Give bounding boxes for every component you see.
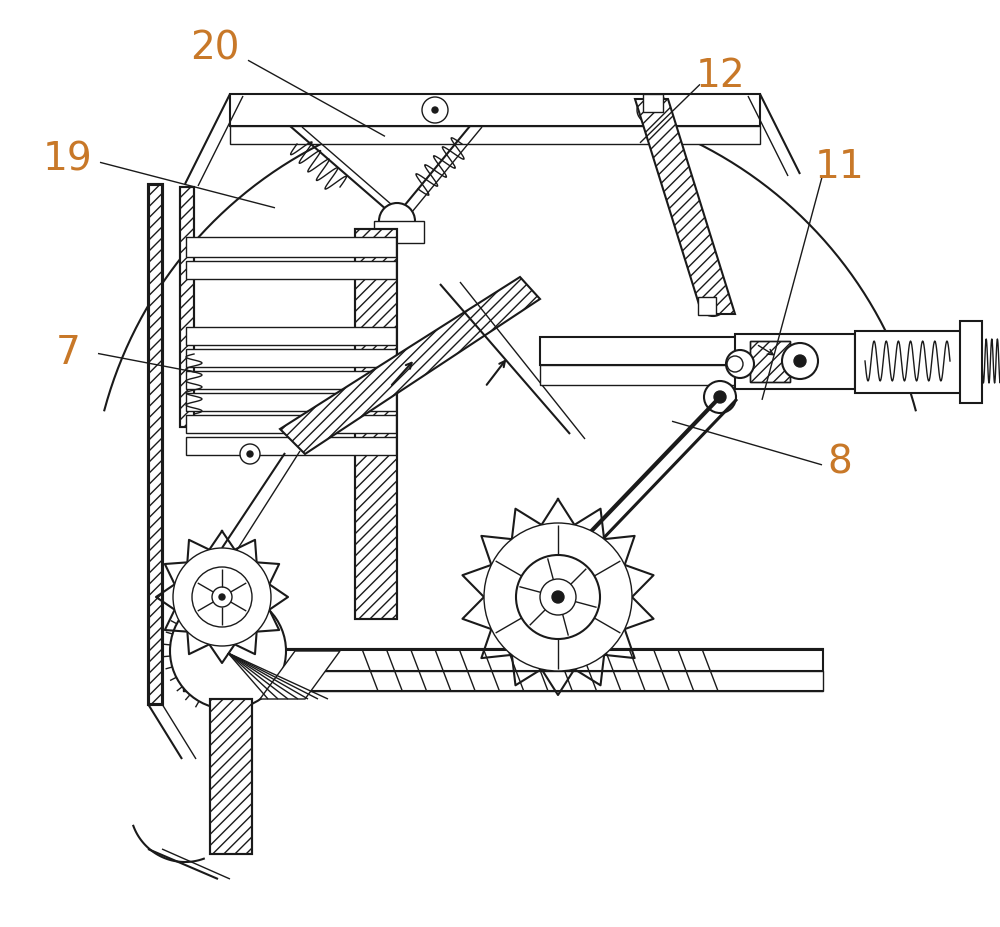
Bar bbox=[735, 335, 855, 389]
Circle shape bbox=[192, 567, 252, 628]
Bar bbox=[230, 95, 760, 127]
Circle shape bbox=[642, 97, 670, 125]
Bar bbox=[540, 337, 800, 365]
Text: 19: 19 bbox=[43, 141, 93, 178]
Bar bbox=[183, 649, 823, 671]
Bar bbox=[186, 438, 396, 455]
Bar bbox=[148, 184, 162, 705]
Bar bbox=[186, 327, 396, 346]
Bar bbox=[186, 394, 396, 412]
Circle shape bbox=[637, 98, 663, 124]
Bar bbox=[210, 699, 252, 854]
Circle shape bbox=[714, 391, 726, 403]
Circle shape bbox=[212, 588, 232, 607]
Bar bbox=[355, 230, 397, 619]
Circle shape bbox=[432, 108, 438, 114]
Circle shape bbox=[219, 594, 225, 601]
Circle shape bbox=[422, 98, 448, 124]
Text: 12: 12 bbox=[695, 57, 745, 95]
Bar bbox=[540, 365, 800, 386]
Circle shape bbox=[704, 382, 736, 413]
Bar bbox=[355, 230, 397, 619]
Bar bbox=[374, 222, 424, 244]
Polygon shape bbox=[280, 278, 540, 454]
Bar bbox=[750, 342, 790, 383]
Bar bbox=[960, 322, 982, 403]
Bar bbox=[186, 349, 396, 368]
Circle shape bbox=[540, 579, 576, 616]
Circle shape bbox=[484, 524, 632, 671]
Circle shape bbox=[516, 555, 600, 640]
Circle shape bbox=[794, 356, 806, 368]
Circle shape bbox=[173, 549, 271, 646]
Bar bbox=[855, 332, 965, 394]
Bar bbox=[210, 699, 252, 854]
Circle shape bbox=[379, 204, 415, 240]
Bar bbox=[186, 261, 396, 280]
Bar bbox=[183, 671, 823, 692]
Bar bbox=[698, 298, 716, 316]
Text: 11: 11 bbox=[815, 148, 865, 185]
Bar bbox=[643, 95, 663, 113]
Circle shape bbox=[247, 451, 253, 458]
Text: 7: 7 bbox=[56, 334, 80, 371]
Bar bbox=[186, 237, 396, 258]
Circle shape bbox=[647, 108, 653, 114]
Circle shape bbox=[240, 445, 260, 464]
Bar bbox=[148, 184, 162, 705]
Circle shape bbox=[708, 298, 718, 308]
Bar bbox=[180, 188, 194, 427]
Bar bbox=[186, 372, 396, 389]
Circle shape bbox=[552, 591, 564, 603]
Circle shape bbox=[782, 344, 818, 379]
Polygon shape bbox=[635, 100, 735, 314]
Bar bbox=[186, 415, 396, 434]
Bar bbox=[180, 188, 194, 427]
Text: 20: 20 bbox=[190, 30, 240, 67]
Bar bbox=[230, 127, 760, 145]
Circle shape bbox=[170, 593, 286, 709]
Text: 8: 8 bbox=[828, 443, 852, 480]
Circle shape bbox=[726, 350, 754, 378]
Bar bbox=[750, 342, 790, 383]
Circle shape bbox=[699, 288, 727, 317]
Circle shape bbox=[727, 357, 743, 373]
Polygon shape bbox=[260, 652, 340, 699]
